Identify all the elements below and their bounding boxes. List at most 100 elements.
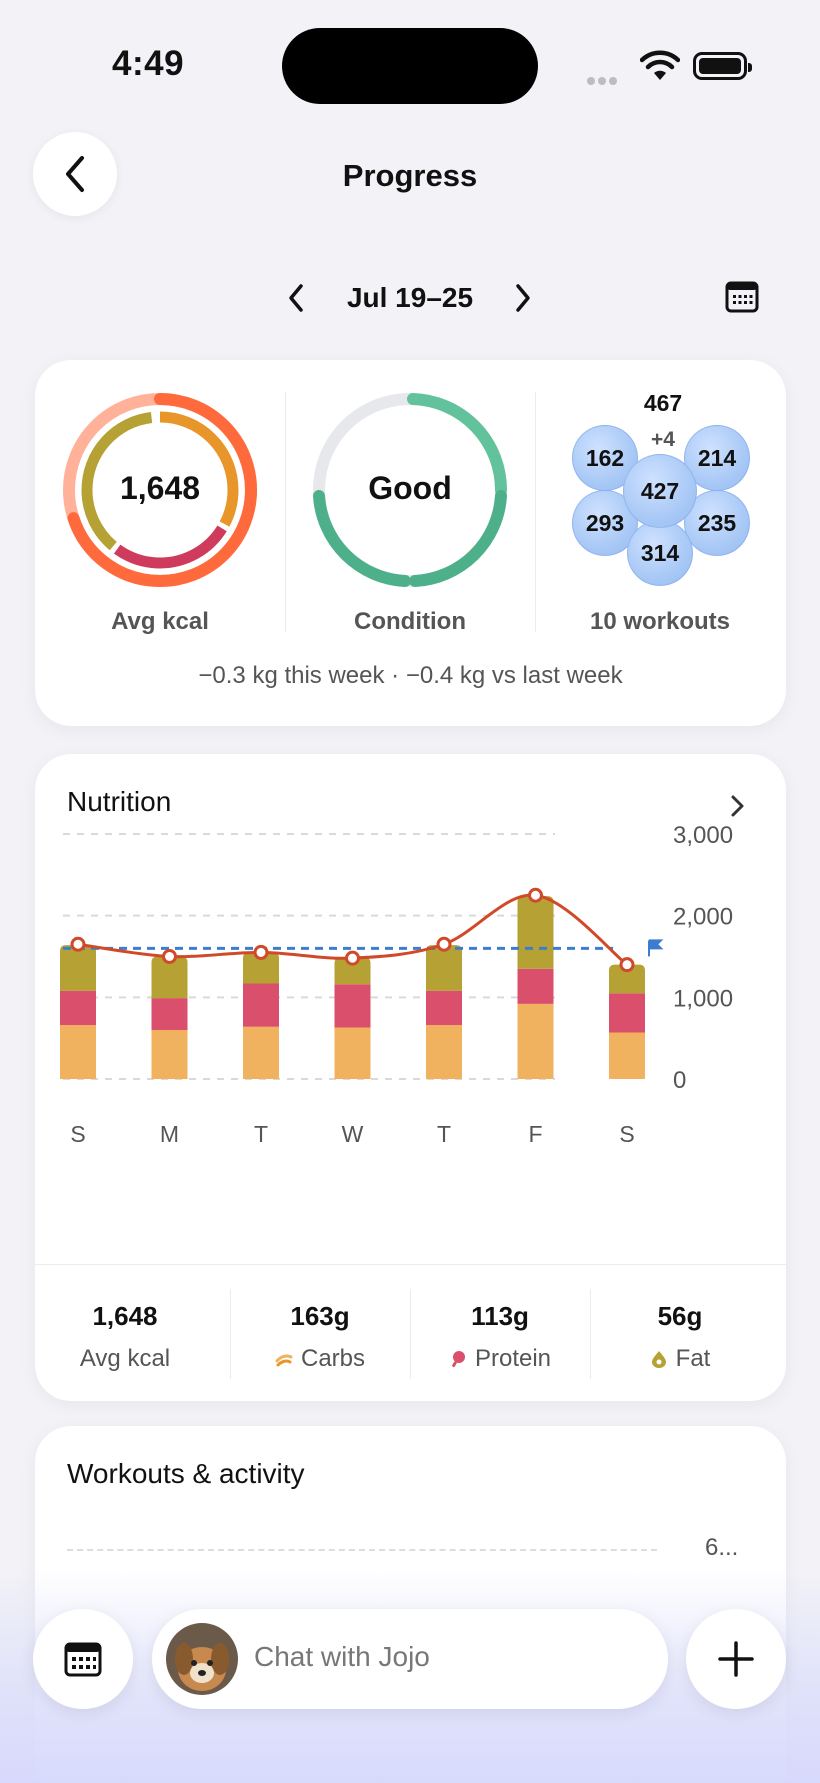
bar-segment-fat [334,957,371,985]
date-range-label: Jul 19–25 [346,282,474,313]
target-flag-icon [648,939,664,957]
bar-segment-protein [426,990,462,1026]
workouts-summary[interactable]: 467 162 214 293 235 314 +4 427 10 workou… [535,360,785,660]
macro-carbs: 163g Carbs [230,1265,410,1402]
status-time: 4:49 [112,44,185,83]
calorie-point [70,936,86,952]
y-tick-label: 1,000 [673,985,733,1012]
avg-kcal-value: 1,648 [119,470,201,506]
protein-icon [452,1351,465,1368]
divider [590,1289,591,1379]
next-week-button[interactable] [509,276,537,320]
workout-bubble: 235 [684,490,750,556]
bar-segment-protein [609,993,645,1033]
chevron-left-icon [66,156,84,192]
chat-input[interactable]: Chat with Jojo [152,1609,668,1709]
x-tick-label: S [70,1121,85,1147]
previous-week-button[interactable] [282,276,310,320]
dynamic-island [282,28,538,104]
macro-value: 113g [471,1301,529,1331]
battery-icon [693,52,752,80]
chat-placeholder: Chat with Jojo [254,1641,430,1672]
workouts-activity-title: Workouts & activity [67,1458,305,1489]
divider [230,1289,231,1379]
nutrition-card[interactable]: Nutrition 3,000 2,000 1,000 0 S M T W T F S 1,648… [35,754,786,1401]
bar-segment-fat [609,964,645,994]
bar-segment-fat [426,945,462,991]
calorie-point [528,887,543,903]
bar-segment-fat [151,956,188,999]
calorie-point [253,944,269,960]
plus-icon [718,1641,754,1677]
x-tick-label: M [160,1121,179,1147]
bar-segment-carbs [60,1025,96,1079]
workout-bubble: 427 [623,454,697,528]
macro-value: 163g [290,1301,350,1331]
y-tick-label: 3,000 [673,824,733,849]
status-bar: 4:49 [0,0,820,130]
calendar-icon[interactable] [725,280,759,314]
nutrition-title: Nutrition [67,786,172,817]
macro-label-text: Carbs [300,1345,366,1372]
bar-segment-fat [243,952,279,984]
workout-more-count: +4 [651,428,675,451]
back-button[interactable] [33,132,117,216]
y-tick-label: 0 [673,1067,686,1094]
calorie-point [162,949,177,964]
macro-label: Fat [590,1345,770,1373]
macro-value: 1,648 [92,1301,158,1331]
bar-segment-protein [334,984,371,1028]
macro-avg-kcal: 1,648 Avg kcal [35,1265,215,1402]
calorie-point [345,950,360,966]
bar-segment-carbs [243,1026,279,1079]
calendar-icon [64,1642,102,1677]
x-tick-label: W [342,1121,364,1147]
y-tick-label: 2,000 [673,904,733,931]
nutrition-chart: 3,000 2,000 1,000 0 S M T W T F S [60,824,733,1147]
weekly-summary-card[interactable]: 1,648 Avg kcal Good Condition 467 162 21… [35,360,786,726]
bar-segment-carbs [609,1032,645,1079]
divider [410,1289,411,1379]
cellular-signal-icon [587,72,629,85]
workout-bubble: 214 [684,425,750,491]
macro-label: Protein [410,1345,590,1373]
condition-summary[interactable]: Good Condition [285,360,535,660]
bar-segment-protein [517,968,554,1004]
chevron-left-icon [289,284,303,312]
macro-label-text: Fat [675,1345,711,1372]
chevron-right-icon [516,284,530,312]
bar-segment-protein [60,990,96,1026]
x-tick-label: T [254,1121,268,1147]
condition-label: Condition [354,608,466,635]
x-tick-label: S [619,1121,634,1147]
x-tick-label: F [528,1121,542,1147]
chevron-right-icon[interactable] [730,794,746,818]
bar-segment-fat [517,896,554,969]
y-tick-label: 6... [705,1534,739,1561]
wifi-icon [640,50,680,80]
bar-segment-carbs [334,1027,371,1079]
carbs-icon [275,1354,293,1367]
bar-segment-protein [243,983,279,1027]
divider [535,392,536,632]
fat-icon [651,1351,666,1368]
macro-label: Avg kcal [35,1345,215,1373]
bar-segment-carbs [151,1030,188,1079]
page-title: Progress [342,158,478,193]
condition-value: Good [368,470,452,506]
bar-segment-fat [60,945,96,991]
x-tick-label: T [437,1121,451,1147]
add-button[interactable] [686,1609,786,1709]
calorie-point [619,957,635,973]
macro-fat: 56g Fat [590,1265,770,1402]
weight-change-summary: −0.3 kg this week · −0.4 kg vs last week [198,662,623,689]
jojo-avatar [166,1623,238,1695]
bar-segment-carbs [426,1025,462,1079]
calories-summary[interactable]: 1,648 Avg kcal [35,360,285,660]
macro-label-text: Avg kcal [79,1345,171,1372]
calorie-point [436,936,452,952]
macro-protein: 113g Protein [410,1265,590,1402]
bar-segment-carbs [517,1003,554,1079]
condition-ring [313,393,507,587]
calendar-button[interactable] [33,1609,133,1709]
